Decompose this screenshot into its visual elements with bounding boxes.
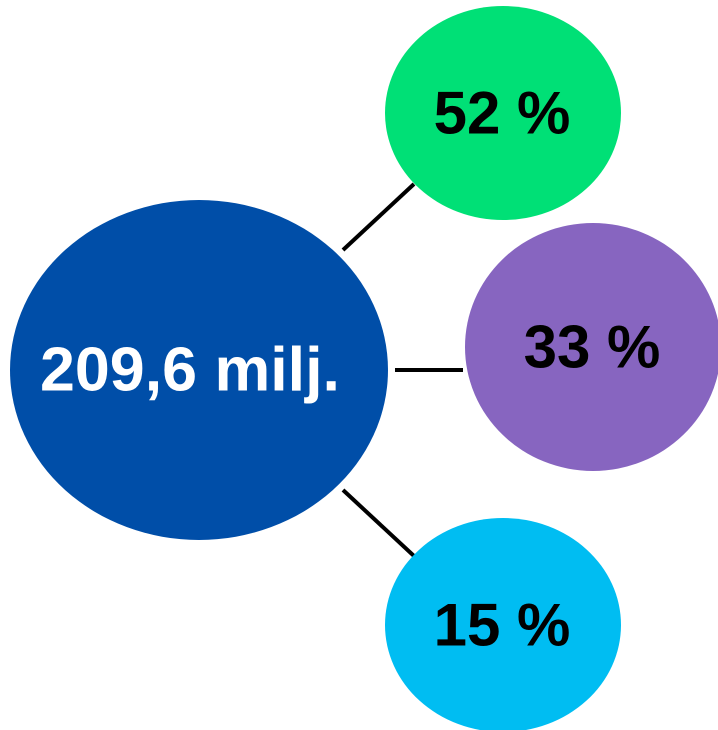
center-label: 209,6 milj.: [40, 336, 340, 405]
branch-circle-middle: [465, 223, 718, 471]
branch-node-bottom: 15 %: [385, 518, 621, 730]
center-node: 209,6 milj.: [10, 200, 388, 540]
branch-label-top: 52 %: [434, 80, 571, 147]
branch-node-middle: 33 %: [465, 223, 718, 471]
connector-top: [341, 182, 416, 252]
branch-circle-top: [385, 6, 621, 220]
branch-node-top: 52 %: [385, 6, 621, 220]
branch-circle-bottom: [385, 518, 621, 730]
connector-bottom: [341, 488, 416, 558]
branch-label-bottom: 15 %: [434, 592, 571, 659]
center-circle: [10, 200, 388, 540]
branch-label-middle: 33 %: [524, 314, 661, 381]
